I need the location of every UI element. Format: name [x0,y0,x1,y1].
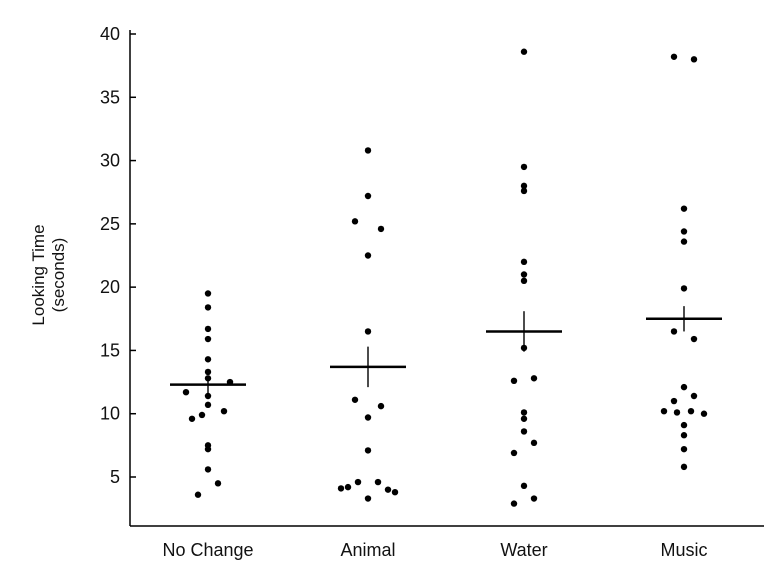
data-point [520,277,528,285]
data-point [374,478,382,486]
mean-markers [170,306,722,394]
y-axis-title: Looking Time (seconds) [29,224,68,325]
data-point [344,483,352,491]
data-point [204,325,212,333]
data-point [687,407,695,415]
y-tick-label: 10 [100,404,120,424]
data-point [204,368,212,376]
data-point [530,495,538,502]
data-point [204,466,212,473]
data-point [364,328,372,335]
data-point [530,375,538,382]
data-point [670,53,678,60]
x-tick-label: No Change [162,540,253,560]
data-points [182,48,708,507]
data-point [204,335,212,343]
data-point [680,445,688,453]
data-point [364,495,372,502]
data-point [510,500,518,507]
data-point [660,407,668,415]
data-point [520,182,528,190]
data-point [670,328,678,335]
y-tick-label: 15 [100,340,120,360]
data-point [520,187,528,195]
data-point [680,421,688,429]
data-point [204,290,212,297]
data-point [673,409,681,416]
data-point [680,228,688,235]
data-point [384,486,392,493]
data-point [520,409,528,416]
data-point [520,428,528,435]
data-point [377,402,385,410]
data-point [520,415,528,422]
data-point [204,445,212,453]
data-point [214,480,222,487]
y-axis-label: Looking Time [29,224,48,325]
data-point [182,388,190,396]
data-point [377,225,385,233]
y-axis-unit: (seconds) [49,238,68,313]
data-point [690,335,698,343]
data-point [204,392,212,400]
y-tick-label: 20 [100,277,120,297]
data-point [354,478,362,486]
x-tick-label: Animal [340,540,395,560]
y-tick-label: 40 [100,24,120,44]
data-point [510,449,518,457]
data-point [520,163,528,171]
data-point [364,447,372,454]
data-point [700,410,708,417]
data-point [204,304,212,311]
data-point [690,392,698,400]
x-tick-labels: No Change Animal Water Music [162,540,707,560]
data-point [364,252,372,259]
data-point [680,463,688,471]
data-point [680,383,688,391]
y-tick-label: 35 [100,87,120,107]
data-point [351,396,359,403]
axes [129,30,764,527]
y-ticks: 5 10 15 20 25 30 35 40 [100,24,136,487]
x-tick-label: Music [660,540,707,560]
data-point [364,147,372,154]
data-point [680,238,688,245]
data-point [520,482,528,490]
data-point [364,414,372,421]
y-tick-label: 30 [100,151,120,171]
data-point [670,397,678,405]
data-point [198,411,206,419]
data-point [690,56,698,63]
data-point [520,271,528,278]
data-point [530,439,538,447]
data-point [204,401,212,409]
data-point [520,48,528,55]
data-point [391,488,399,496]
data-point [680,205,688,212]
data-point [680,285,688,292]
data-point [520,258,528,266]
y-tick-label: 25 [100,214,120,234]
data-point [188,415,196,422]
y-tick-label: 5 [110,467,120,487]
x-tick-label: Water [500,540,547,560]
data-point [510,377,518,385]
data-point [220,407,228,415]
data-point [680,432,688,439]
data-point [364,192,372,200]
data-point [351,218,359,225]
data-point [194,491,202,498]
data-point [204,356,212,363]
data-point [337,485,345,492]
